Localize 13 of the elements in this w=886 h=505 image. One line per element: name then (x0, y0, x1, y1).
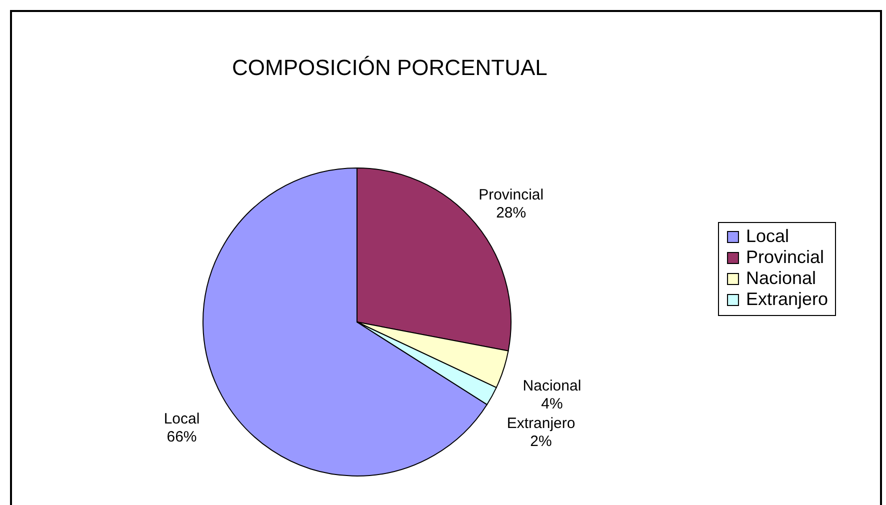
slice-label: Local (164, 410, 200, 428)
legend-label: Provincial (746, 247, 824, 267)
data-label: 28% (496, 204, 526, 222)
slice-label: Extranjero (506, 415, 576, 432)
slice-label: Nacional (522, 377, 582, 394)
legend-label: Extranjero (746, 289, 828, 309)
data-label: 2% (530, 433, 552, 450)
legend-label: Local (746, 226, 790, 246)
legend-label: Nacional (746, 268, 816, 288)
slice-label: Provincial (478, 186, 544, 204)
data-label: 4% (541, 395, 563, 412)
chart-title: COMPOSICIÓN PORCENTUAL (232, 55, 548, 80)
data-label: 66% (166, 428, 197, 446)
